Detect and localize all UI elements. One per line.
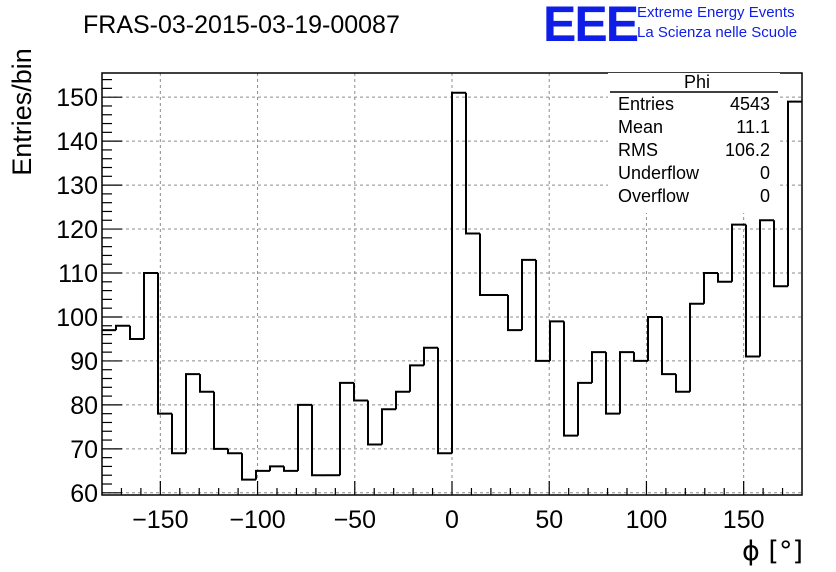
y-tick-label: 60 [70,480,98,508]
histogram-bin [703,272,718,304]
stats-label: Mean [618,117,663,137]
histogram-bin [619,351,634,414]
histogram-bin [423,346,438,366]
histogram-bin [689,302,704,392]
histogram-bin [465,92,480,235]
histogram-bin [115,324,130,331]
x-axis-label: ϕ [°] [742,536,803,567]
histogram-bin [395,390,410,410]
histogram-bin [157,273,172,415]
histogram-bin [227,448,242,455]
histogram-bin [339,381,354,476]
histogram-bin [535,259,550,362]
histogram-bin [213,391,228,450]
histogram-bin [507,294,522,332]
logo-line1: Extreme Energy Events [637,4,795,21]
histogram-bin [731,223,746,282]
x-tick-label: 0 [445,506,459,534]
histogram-bin [269,465,284,471]
histogram-bin [521,258,536,331]
histogram-bin [563,321,578,437]
histogram-bin [409,364,424,392]
x-tick-label: 100 [626,506,668,534]
histogram-bin [437,347,452,455]
logo-line2: La Scienza nelle Scuole [637,24,798,41]
histogram-bin [255,469,270,480]
x-tick-label: −100 [229,506,285,534]
histogram-bin [297,403,312,471]
histogram-bin [143,272,158,339]
x-tick-label: 50 [535,506,563,534]
histogram-bin [311,404,326,477]
histogram-bin [717,273,732,283]
histogram-bin [577,381,592,436]
histogram-bin [185,373,200,454]
stats-label: Overflow [618,186,690,206]
stats-value: 11.1 [736,117,770,137]
histogram-bin [647,315,662,361]
y-tick-label: 140 [56,128,98,156]
stats-label: Underflow [618,163,700,183]
eee-logo: EEE [543,0,639,52]
histogram-bars [102,91,802,481]
chart-title: FRAS-03-2015-03-19-00087 [83,11,400,39]
y-tick-label: 80 [70,392,98,420]
tick-labels: −150 −100 −50 0 50 100 150 60 70 80 90 100 110 120 130… [56,84,764,534]
stats-label: RMS [618,140,658,160]
y-tick-label: 70 [70,436,98,464]
stats-value: 4543 [730,94,770,114]
histogram-bin [283,466,298,472]
axis-ticks [102,78,784,495]
histogram-bin [773,220,788,288]
histogram-bin [479,233,494,296]
x-tick-label: −50 [334,506,376,534]
histogram-bin [605,352,620,415]
y-axis-label: Entries/bin [7,48,37,176]
stats-title: Phi [684,72,710,92]
histogram-bin [759,219,774,357]
y-tick-label: 130 [56,172,98,200]
histogram-bin [353,382,368,402]
x-tick-label: −150 [132,506,188,534]
x-tick-label: 150 [723,506,765,534]
histogram-bin [171,413,186,455]
histogram-bin [199,374,214,393]
histogram-bin [633,352,648,362]
stats-value: 0 [760,186,770,206]
stats-label: Entries [618,94,674,114]
histogram-bin [549,320,564,361]
histogram-bin [787,100,802,287]
histogram-bin [451,91,466,454]
y-tick-label: 120 [56,216,98,244]
y-tick-label: 150 [56,84,98,112]
stats-value: 106.2 [725,140,770,160]
y-tick-label: 100 [56,304,98,332]
y-tick-label: 90 [70,348,98,376]
stats-box: Phi Entries 4543 Mean 11.1 RMS 106.2 Underflow… [608,72,780,213]
histogram-bin [381,408,396,445]
y-tick-label: 110 [58,260,98,288]
stats-value: 0 [760,163,770,183]
histogram-bin [591,351,606,383]
histogram-bin [129,325,144,340]
histogram-bin [661,316,676,376]
histogram-bin [367,400,382,446]
histogram-bin [241,453,256,481]
histogram-bin [675,374,690,393]
histogram-bin [745,224,760,358]
